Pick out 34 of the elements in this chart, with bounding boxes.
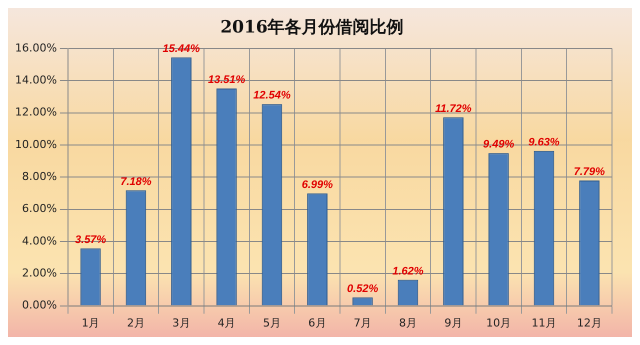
y-tick-label: 6.00%	[22, 202, 57, 216]
x-tick-label: 7月	[354, 316, 372, 330]
y-tick-label: 14.00%	[14, 73, 57, 86]
data-label: 9.49%	[483, 138, 514, 151]
data-label: 12.54%	[253, 90, 291, 102]
y-tick-label: 16.00%	[14, 41, 57, 54]
x-tick-label: 3月	[172, 316, 190, 330]
y-tick-label: 12.00%	[14, 106, 57, 119]
data-label: 6.99%	[302, 178, 334, 191]
x-tick-label: 11月	[531, 316, 556, 330]
x-tick-label: 10月	[486, 316, 512, 330]
x-tick-label: 1月	[82, 316, 100, 330]
x-tick-label: 4月	[218, 316, 236, 330]
y-tick-label: 2.00%	[22, 266, 57, 280]
y-tick-label: 4.00%	[22, 234, 57, 248]
y-tick-label: 8.00%	[22, 170, 57, 183]
data-label: 7.79%	[574, 166, 606, 178]
data-label: 3.57%	[75, 234, 106, 246]
data-label: 9.63%	[528, 136, 560, 148]
x-tick-label: 5月	[262, 316, 281, 330]
chart-title: 2016年各月份借阅比例	[220, 18, 404, 38]
data-label: 1.62%	[392, 265, 424, 278]
x-tick-label: 6月	[308, 316, 326, 330]
x-tick-label: 8月	[398, 316, 417, 330]
y-tick-label: 0.00%	[22, 298, 57, 312]
x-tick-label: 12月	[576, 316, 602, 330]
y-tick-label: 10.00%	[14, 138, 57, 151]
x-tick-label: 9月	[444, 316, 462, 330]
data-label: 13.51%	[208, 74, 246, 86]
data-label: 0.52%	[347, 282, 378, 295]
data-label: 7.18%	[120, 176, 152, 188]
data-label: 15.44%	[162, 42, 200, 55]
x-tick-label: 2月	[126, 316, 145, 330]
data-label: 11.72%	[435, 102, 472, 115]
